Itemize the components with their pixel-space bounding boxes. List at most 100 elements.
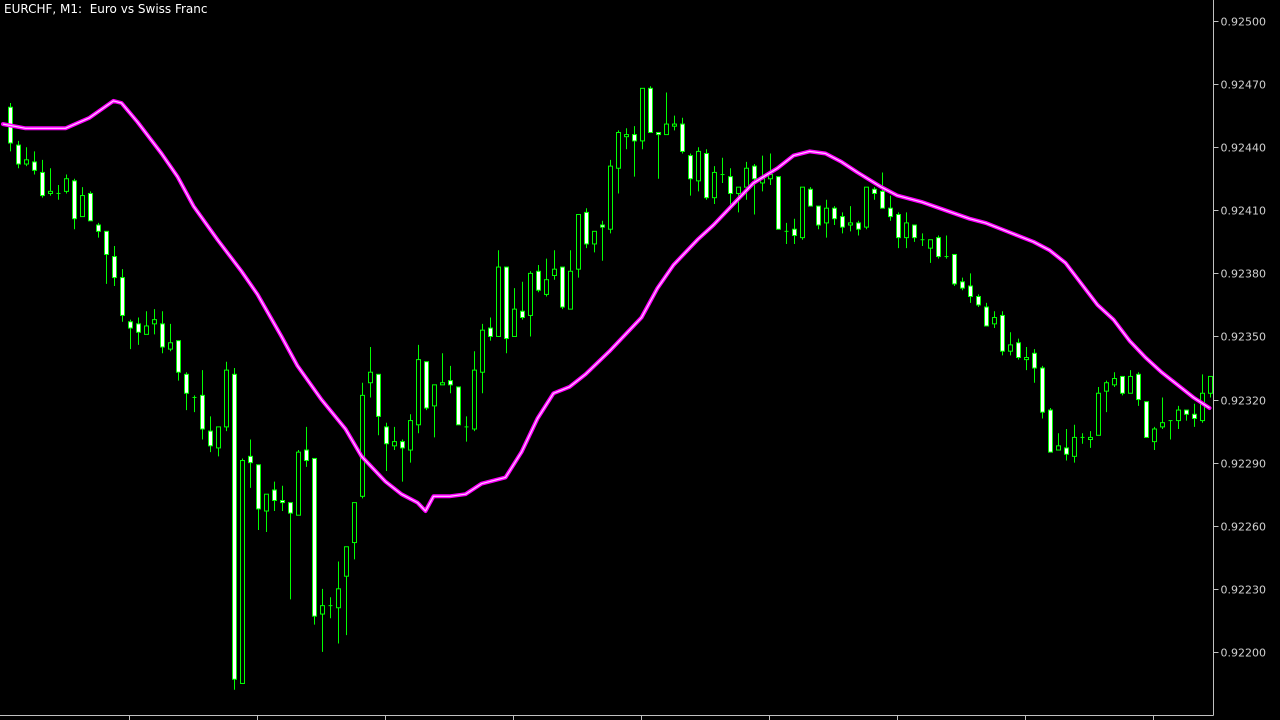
- bear-candle-body: [208, 430, 213, 447]
- bear-candle-body: [808, 188, 813, 207]
- bear-candle-body: [520, 310, 525, 319]
- candle: [744, 161, 749, 200]
- candle: [768, 153, 773, 186]
- candle: [456, 386, 461, 426]
- candles: [8, 86, 1213, 690]
- bear-candle-body: [960, 281, 965, 289]
- candle: [1088, 431, 1093, 448]
- bull-candle-body: [360, 394, 365, 497]
- candle: [1176, 405, 1181, 429]
- bear-candle-body: [856, 222, 861, 230]
- candle: [608, 159, 613, 234]
- candle: [1144, 401, 1149, 438]
- bull-candle-body: [592, 230, 597, 245]
- bear-candle-body: [776, 176, 781, 230]
- bull-candle-body: [800, 186, 805, 239]
- bear-candle-body: [840, 216, 845, 228]
- candle: [256, 464, 261, 530]
- candle: [808, 187, 813, 207]
- candle: [728, 168, 733, 209]
- candle: [328, 597, 333, 619]
- bull-candle-body: [240, 460, 245, 684]
- bear-candle-body: [1040, 367, 1045, 413]
- price-tick-label: 0.92260: [1221, 521, 1267, 534]
- bear-candle-body: [40, 171, 45, 197]
- bear-candle-body: [896, 214, 901, 239]
- bull-candle-body: [64, 178, 69, 192]
- candle: [1064, 429, 1069, 461]
- bear-candle-body: [600, 224, 605, 228]
- bull-candle-body: [552, 268, 557, 276]
- candle: [168, 323, 173, 352]
- bear-candle-body: [424, 361, 429, 409]
- bull-candle-body: [576, 214, 581, 270]
- candle: [536, 264, 541, 293]
- candle: [696, 147, 701, 192]
- bull-candle-body: [408, 420, 413, 451]
- bear-candle-body: [200, 394, 205, 430]
- bull-candle-body: [696, 150, 701, 182]
- candle: [200, 370, 205, 440]
- candle: [408, 414, 413, 463]
- candle: [704, 149, 709, 200]
- candle: [440, 353, 445, 386]
- bear-candle-body: [1016, 342, 1021, 359]
- bear-candle-body: [448, 380, 453, 386]
- bear-candle-body: [880, 190, 885, 209]
- bull-candle-body: [544, 279, 549, 295]
- bear-candle-body: [976, 296, 981, 306]
- bear-candle-body: [872, 188, 877, 194]
- bear-candle-body: [456, 386, 461, 426]
- candle: [840, 212, 845, 234]
- candle: [1152, 426, 1157, 451]
- candle: [472, 351, 477, 432]
- bull-candle-body: [1072, 436, 1077, 457]
- bull-candle-body: [144, 325, 149, 335]
- bear-candle-body: [560, 266, 565, 308]
- bear-candle-body: [688, 155, 693, 180]
- bull-candle-body: [712, 171, 717, 199]
- price-tick-label: 0.92440: [1221, 142, 1267, 155]
- bear-candle-body: [256, 464, 261, 510]
- bear-candle-body: [952, 253, 957, 285]
- bull-candle-body: [352, 502, 357, 544]
- candle: [520, 281, 525, 320]
- moving-average: [1, 98, 1212, 513]
- candle: [96, 222, 101, 238]
- candle: [1136, 372, 1141, 406]
- bull-candle-body: [848, 222, 853, 226]
- bear-candle-body: [1144, 401, 1149, 438]
- bull-candle-body: [928, 239, 933, 249]
- price-scale[interactable]: 0.92500 0.92470 0.92440 0.92410 0.92380 0.923…: [1213, 16, 1267, 660]
- bull-candle-body: [1024, 357, 1029, 361]
- candle: [920, 233, 925, 247]
- candle: [192, 395, 197, 413]
- candle: [72, 178, 77, 230]
- candle: [664, 92, 669, 136]
- bear-candle-body: [816, 205, 821, 226]
- price-tick-label: 0.92320: [1221, 395, 1267, 408]
- candle: [632, 126, 637, 177]
- candle: [504, 266, 509, 354]
- candle: [280, 485, 285, 512]
- bull-candle-body: [496, 266, 501, 337]
- candle: [304, 426, 309, 467]
- bear-candle-body: [160, 323, 165, 348]
- candle: [872, 187, 877, 200]
- candle: [240, 458, 245, 684]
- candle: [352, 502, 357, 560]
- candle: [184, 372, 189, 411]
- candle: [1128, 370, 1133, 394]
- candle: [1032, 349, 1037, 383]
- candle: [448, 365, 453, 394]
- bear-candle-body: [632, 134, 637, 142]
- candle: [640, 87, 645, 150]
- candle: [800, 186, 805, 240]
- bull-candle-body: [664, 123, 669, 136]
- bear-candle-body: [312, 457, 317, 617]
- candle: [528, 271, 533, 337]
- bear-candle-body: [16, 144, 21, 165]
- candle: [1008, 332, 1013, 356]
- candle: [992, 311, 997, 329]
